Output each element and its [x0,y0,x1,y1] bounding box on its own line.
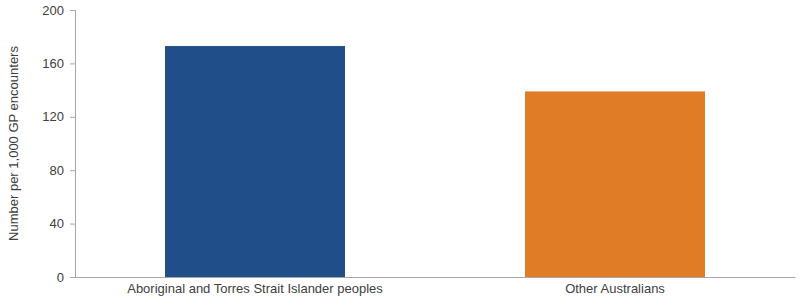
y-axis-title: Number per 1,000 GP encounters [6,46,21,241]
tick: 120 [42,109,75,124]
bar [525,91,705,277]
plot-area: 0 40 80 120 160 200 Aboriginal and Torres Stra… [42,3,795,297]
tick-mark [70,224,75,225]
tick-mark [70,170,75,171]
axis-line [70,11,76,278]
tick: 80 [50,163,75,178]
bars [165,46,705,277]
y-axis: 0 40 80 120 160 200 [42,3,75,285]
bar [165,46,345,277]
tick-label: 200 [42,3,64,18]
tick-mark [70,277,75,278]
axis-line [76,277,796,278]
tick-label: 0 [57,270,64,285]
x-axis: Aboriginal and Torres Strait Islander pe… [76,278,796,297]
tick: 0 [57,270,75,285]
tick: Other Australians [565,281,665,296]
tick: Aboriginal and Torres Strait Islander pe… [127,281,383,296]
tick-label: 80 [50,163,64,178]
tick-mark [70,117,75,118]
tick-label: 120 [42,109,64,124]
tick-label: Other Australians [565,281,665,296]
tick: 160 [42,56,75,71]
tick-label: 40 [50,216,64,231]
tick: 40 [50,216,75,231]
tick-mark [70,10,75,11]
tick-label: Aboriginal and Torres Strait Islander pe… [127,281,383,296]
tick-label: 160 [42,56,64,71]
tick-mark [70,63,75,64]
chart: 0 40 80 120 160 200 Aboriginal and Torres Stra… [0,0,800,308]
tick: 200 [42,3,75,18]
